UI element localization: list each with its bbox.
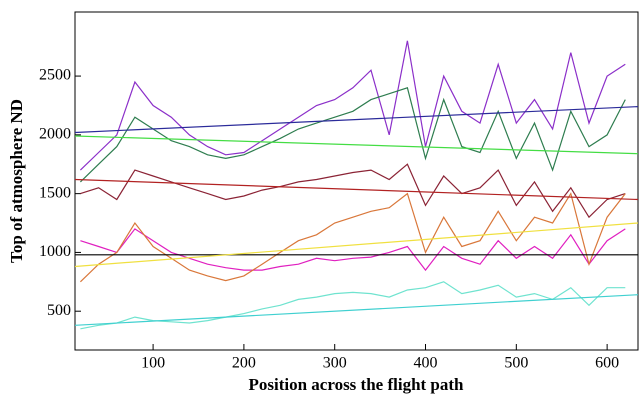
x-tick-label: 400	[414, 355, 438, 372]
x-tick-label: 300	[323, 355, 347, 372]
data-line	[80, 281, 626, 330]
y-tick-label: 1000	[39, 243, 71, 260]
data-line	[79, 192, 626, 283]
data-line	[74, 178, 639, 201]
data-line	[79, 40, 626, 171]
data-line	[80, 163, 626, 219]
data-line	[74, 135, 639, 155]
data-line	[74, 222, 639, 268]
y-tick-label: 2000	[39, 126, 71, 143]
x-tick-label: 600	[595, 355, 619, 372]
y-axis-label: Top of atmosphere ND	[7, 99, 26, 263]
x-tick-label: 500	[504, 355, 528, 372]
y-tick-label: 500	[47, 302, 71, 319]
y-tick-label: 2500	[39, 67, 71, 84]
x-axis-label: Position across the flight path	[248, 375, 464, 394]
data-line	[74, 106, 639, 134]
data-line	[79, 87, 626, 183]
x-tick-label: 200	[232, 355, 256, 372]
y-tick-label: 1500	[39, 184, 71, 201]
data-line	[74, 294, 639, 326]
data-line	[80, 228, 626, 272]
plot-frame	[74, 11, 639, 351]
x-tick-label: 100	[141, 355, 165, 372]
